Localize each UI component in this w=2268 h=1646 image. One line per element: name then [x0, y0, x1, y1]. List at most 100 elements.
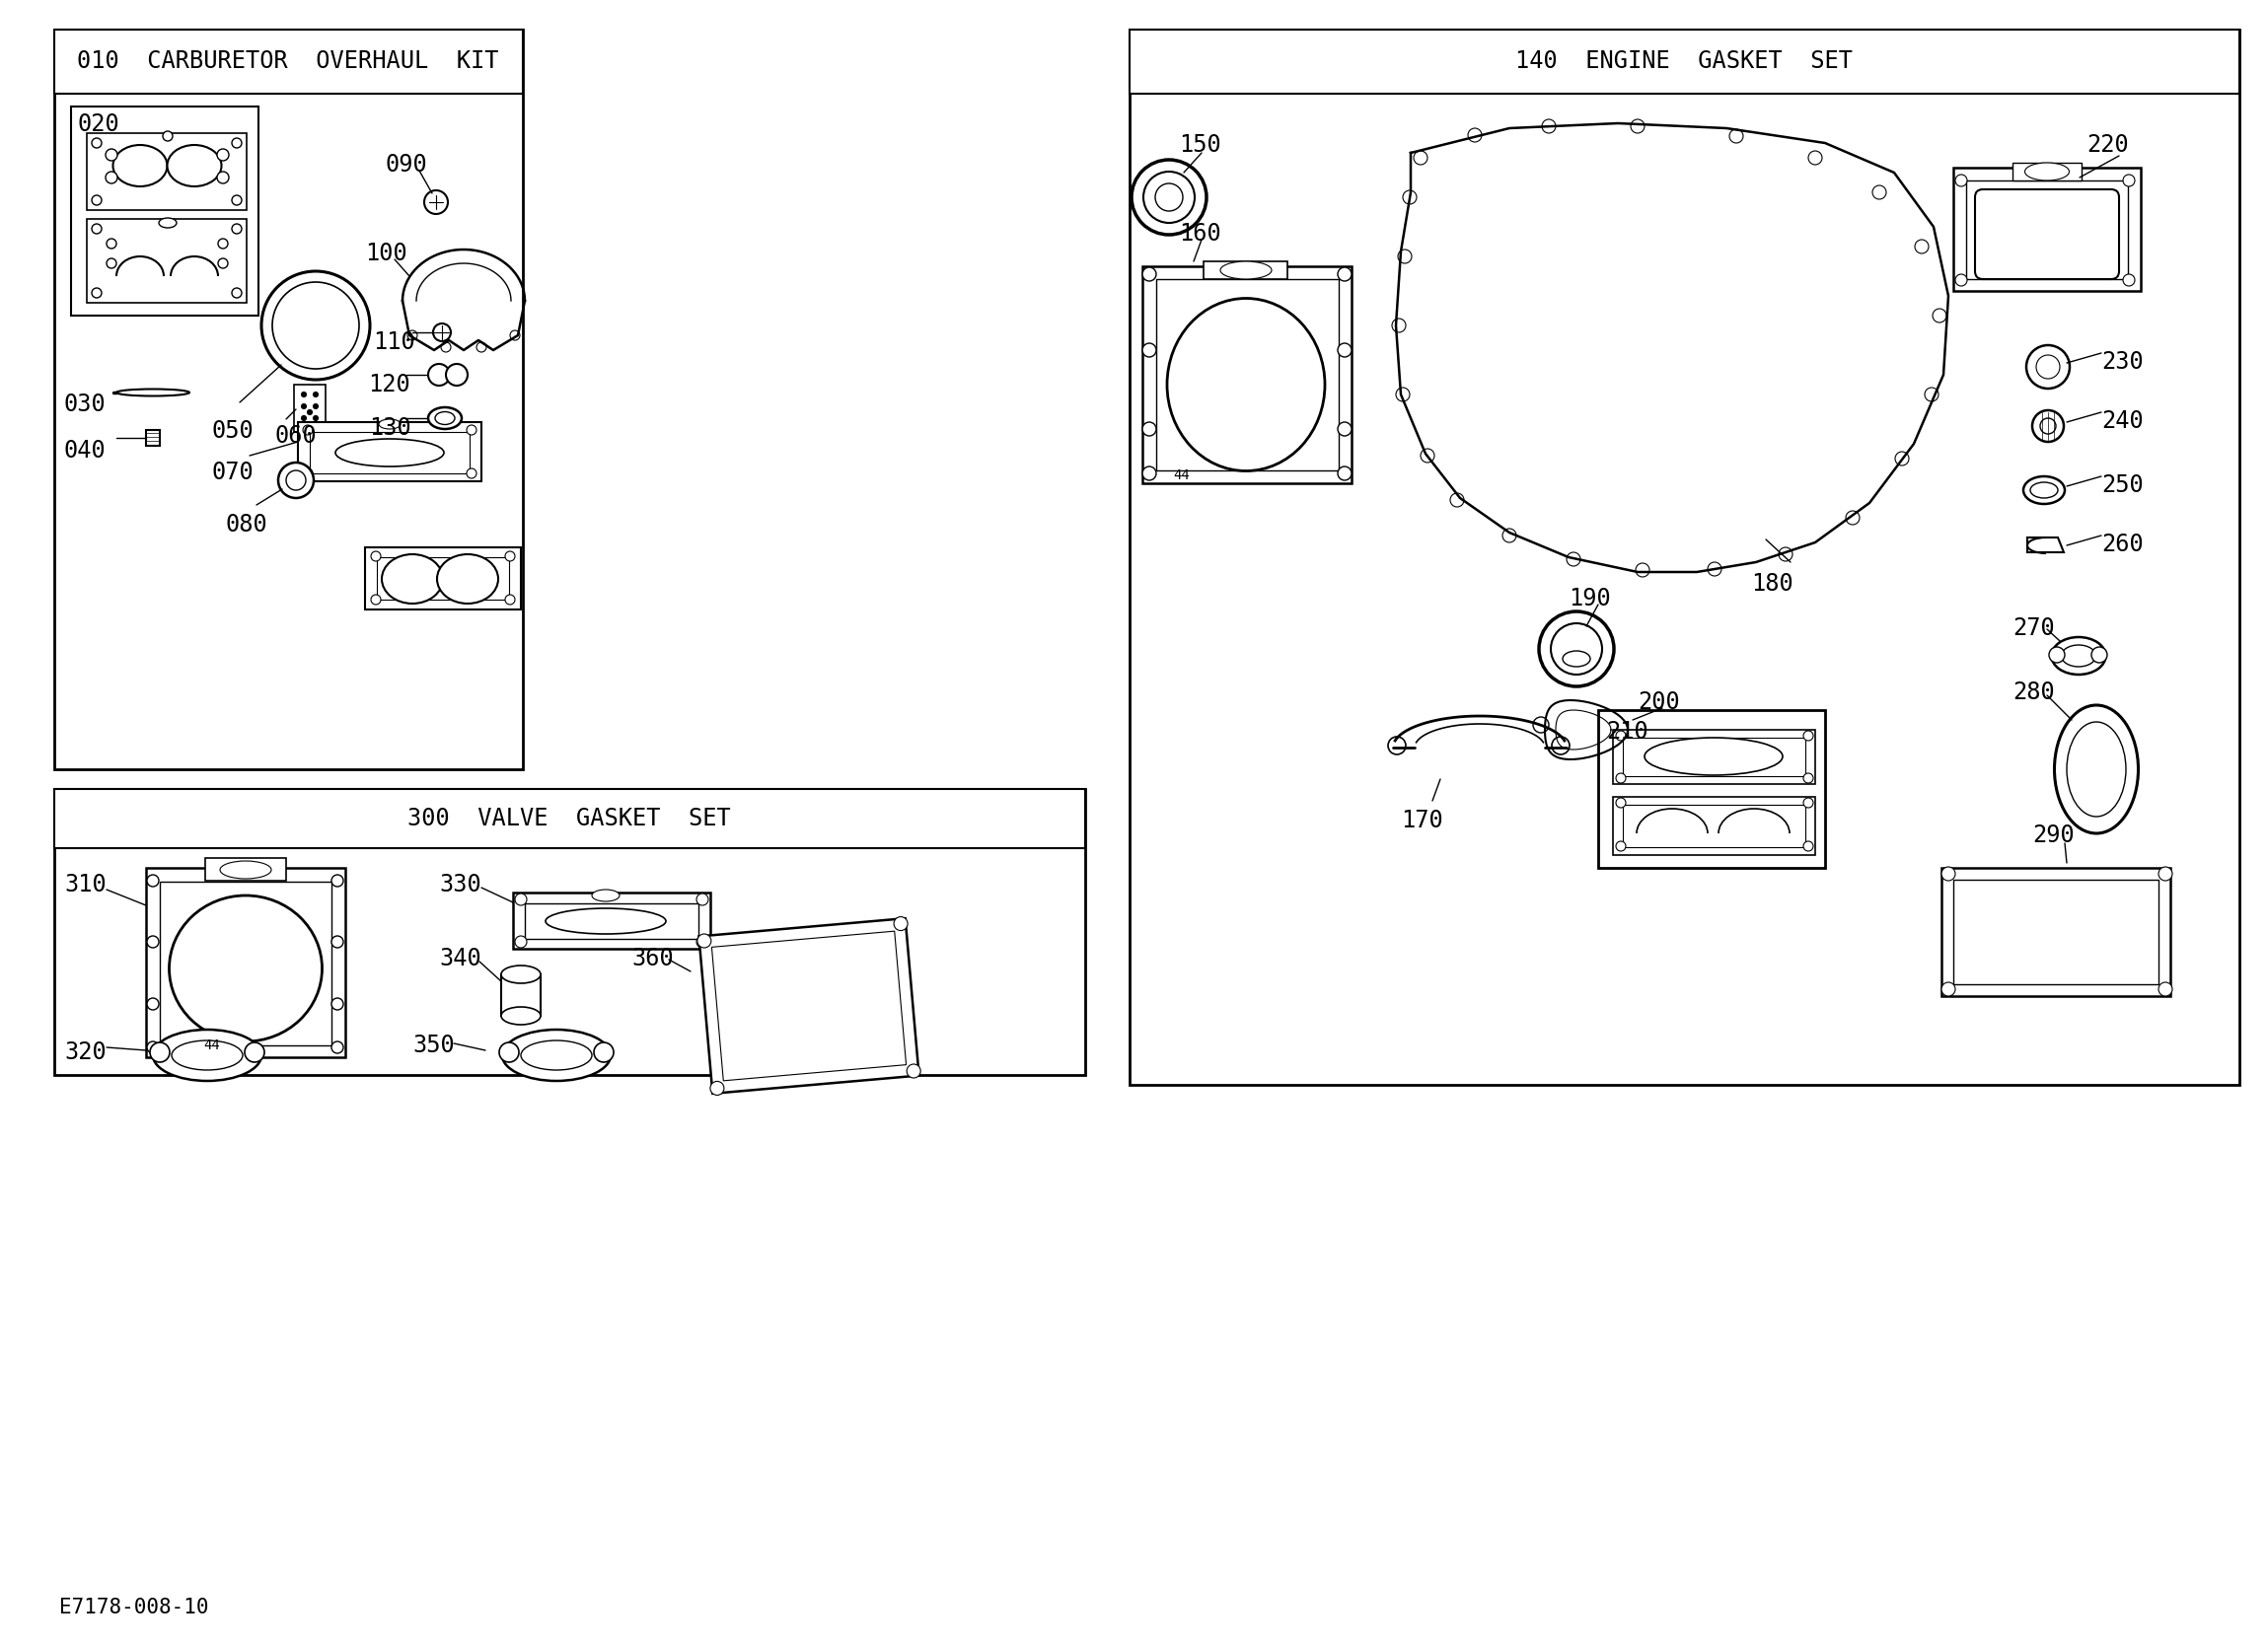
- Circle shape: [1808, 151, 1821, 165]
- Circle shape: [1338, 466, 1352, 481]
- Text: 210: 210: [1606, 719, 1649, 744]
- Circle shape: [506, 551, 515, 561]
- Bar: [376, 558, 508, 599]
- Circle shape: [231, 288, 243, 298]
- Circle shape: [1449, 494, 1463, 507]
- Circle shape: [245, 1042, 265, 1062]
- Circle shape: [1615, 841, 1626, 851]
- Bar: [311, 431, 469, 474]
- Circle shape: [1635, 563, 1649, 578]
- Circle shape: [1955, 275, 1966, 286]
- Circle shape: [261, 272, 370, 380]
- Text: 010  CARBURETOR  OVERHAUL  KIT: 010 CARBURETOR OVERHAUL KIT: [77, 49, 499, 72]
- Circle shape: [1143, 466, 1157, 481]
- Circle shape: [1551, 737, 1569, 754]
- Circle shape: [433, 324, 451, 341]
- Bar: [86, 219, 247, 303]
- Circle shape: [1393, 319, 1406, 332]
- Circle shape: [1615, 798, 1626, 808]
- Circle shape: [302, 416, 306, 421]
- Text: 170: 170: [1402, 808, 1442, 833]
- Text: 150: 150: [1179, 133, 1220, 156]
- Text: 290: 290: [2032, 823, 2075, 848]
- Text: E7178-008-10: E7178-008-10: [59, 1598, 209, 1618]
- Circle shape: [147, 874, 159, 887]
- Circle shape: [1803, 774, 1812, 783]
- Circle shape: [696, 894, 708, 905]
- Circle shape: [1154, 183, 1184, 211]
- Text: 320: 320: [64, 1040, 107, 1063]
- Circle shape: [279, 463, 313, 499]
- Bar: [1624, 805, 1805, 848]
- Circle shape: [1404, 191, 1418, 204]
- Circle shape: [515, 937, 526, 948]
- Text: 020: 020: [77, 112, 120, 137]
- Circle shape: [91, 224, 102, 234]
- Text: 250: 250: [2100, 474, 2143, 497]
- Circle shape: [1941, 867, 1955, 881]
- Circle shape: [304, 425, 313, 435]
- Circle shape: [331, 997, 342, 1011]
- Circle shape: [272, 281, 358, 369]
- Text: 050: 050: [213, 420, 254, 443]
- Ellipse shape: [168, 145, 222, 186]
- Ellipse shape: [592, 889, 619, 902]
- Text: 44: 44: [204, 1039, 220, 1052]
- Circle shape: [1608, 718, 1624, 732]
- Circle shape: [107, 239, 116, 249]
- Circle shape: [515, 894, 526, 905]
- Text: 310: 310: [64, 872, 107, 897]
- Circle shape: [331, 874, 342, 887]
- Bar: [524, 904, 699, 938]
- Circle shape: [2123, 275, 2134, 286]
- Bar: [145, 430, 159, 446]
- Ellipse shape: [2030, 482, 2057, 499]
- Circle shape: [499, 1042, 519, 1062]
- Circle shape: [231, 138, 243, 148]
- Circle shape: [408, 331, 417, 341]
- Bar: [297, 421, 481, 481]
- Circle shape: [2159, 983, 2173, 996]
- Bar: [1143, 267, 1352, 484]
- Ellipse shape: [429, 407, 463, 430]
- Circle shape: [1388, 737, 1406, 754]
- Text: 260: 260: [2100, 533, 2143, 556]
- Circle shape: [302, 403, 306, 408]
- Circle shape: [1132, 160, 1207, 235]
- Bar: [204, 858, 286, 881]
- Ellipse shape: [501, 966, 540, 983]
- Ellipse shape: [435, 412, 456, 425]
- Circle shape: [1413, 151, 1427, 165]
- Circle shape: [218, 258, 227, 268]
- Circle shape: [594, 1042, 615, 1062]
- Ellipse shape: [438, 555, 499, 604]
- Circle shape: [424, 191, 447, 214]
- Text: 340: 340: [440, 946, 481, 971]
- Bar: [1624, 737, 1805, 777]
- Circle shape: [218, 239, 227, 249]
- Text: 070: 070: [213, 461, 254, 484]
- Circle shape: [2048, 647, 2064, 663]
- Circle shape: [1615, 731, 1626, 741]
- Circle shape: [231, 224, 243, 234]
- Circle shape: [331, 937, 342, 948]
- Ellipse shape: [220, 861, 272, 879]
- Text: 240: 240: [2100, 410, 2143, 433]
- Circle shape: [1615, 774, 1626, 783]
- Bar: [1599, 709, 1826, 867]
- Circle shape: [467, 469, 476, 479]
- Bar: [1129, 30, 2239, 1085]
- Circle shape: [1932, 309, 1946, 323]
- Circle shape: [1143, 267, 1157, 281]
- Ellipse shape: [2062, 645, 2096, 667]
- Ellipse shape: [501, 1030, 610, 1081]
- Circle shape: [1803, 798, 1812, 808]
- Text: 44: 44: [1173, 469, 1191, 482]
- Circle shape: [696, 933, 712, 948]
- Bar: [1941, 867, 2170, 996]
- Ellipse shape: [172, 1040, 243, 1070]
- Ellipse shape: [1644, 737, 1783, 775]
- Text: 120: 120: [367, 372, 411, 397]
- Bar: [2012, 163, 2082, 181]
- Circle shape: [231, 196, 243, 206]
